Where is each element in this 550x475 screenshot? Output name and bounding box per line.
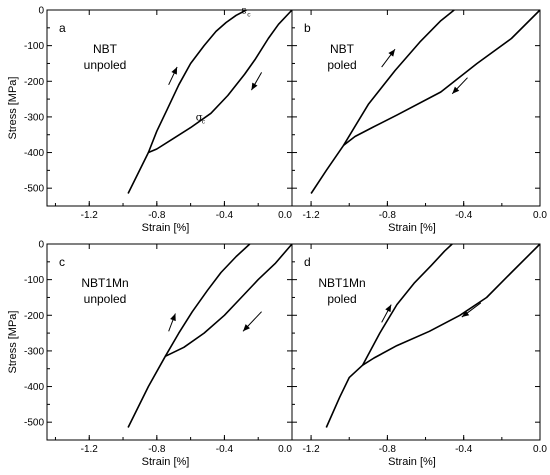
x-tick-label: 0.0 bbox=[278, 444, 292, 455]
annotation-symbol: ε bbox=[241, 6, 246, 17]
panel-label-line: unpoled bbox=[84, 58, 127, 72]
panel-label-line: poled bbox=[327, 58, 356, 72]
panel-a: -1.2 -0.8 -0.4 0.0 0 -100 -200 -300 -400 -500 Stra… bbox=[24, 6, 293, 234]
panels-group: -1.2 -0.8 -0.4 0.0 0 -100 -200 -300 -400 -500 Stra… bbox=[24, 6, 547, 469]
x-axis-label: Strain [%] bbox=[388, 456, 436, 468]
x-tick-label: -0.4 bbox=[216, 444, 234, 455]
annotation-subscript: c bbox=[202, 118, 206, 125]
axes-frame bbox=[291, 9, 541, 207]
x-tick-label: -0.4 bbox=[455, 444, 473, 455]
y-tick-label: -500 bbox=[24, 184, 44, 195]
panel-label-line: unpoled bbox=[84, 292, 127, 306]
panel-label-line: poled bbox=[327, 292, 356, 306]
panel-d: -1.2 -0.8 -0.4 0.0 Strain [%] d NBT1Mn poled bbox=[291, 243, 547, 468]
x-axis-label: Strain [%] bbox=[142, 456, 190, 468]
loading-curve bbox=[127, 9, 293, 194]
arrow-head bbox=[461, 310, 470, 318]
x-tick-label: -1.2 bbox=[81, 444, 99, 455]
panel-letter: b bbox=[304, 21, 311, 35]
panel-b: -1.2 -0.8 -0.4 0.0 Strain [%] b NBT poled bbox=[291, 9, 547, 234]
x-tick-label: -0.8 bbox=[148, 210, 166, 221]
y-tick-label: -300 bbox=[24, 346, 44, 357]
x-axis-label: Strain [%] bbox=[142, 222, 190, 234]
annotation-subscript: c bbox=[247, 12, 251, 19]
axes-frame bbox=[46, 9, 293, 207]
axes-frame bbox=[291, 243, 541, 441]
x-tick-label: 0.0 bbox=[533, 210, 547, 221]
y-tick-label: 0 bbox=[38, 6, 44, 17]
x-tick-label: 0.0 bbox=[278, 210, 292, 221]
loading-curve bbox=[310, 9, 541, 194]
y-axis-label-bottom: Stress [MPa] bbox=[7, 311, 19, 374]
arrow-head bbox=[388, 49, 396, 57]
y-tick-label: -500 bbox=[24, 418, 44, 429]
y-tick-label: -100 bbox=[24, 41, 44, 52]
x-tick-label: -0.8 bbox=[379, 210, 397, 221]
annotation-symbol: σ bbox=[196, 112, 203, 123]
x-tick-label: -1.2 bbox=[302, 444, 320, 455]
unloading-curve bbox=[164, 243, 251, 357]
arrow-head bbox=[385, 304, 392, 313]
loading-curve bbox=[127, 243, 293, 428]
x-tick-label: -1.2 bbox=[81, 210, 99, 221]
x-tick-label: -0.4 bbox=[216, 210, 234, 221]
unloading-curve bbox=[361, 243, 453, 366]
x-tick-label: -0.8 bbox=[148, 444, 166, 455]
x-tick-label: 0.0 bbox=[533, 444, 547, 455]
unloading-curve bbox=[147, 9, 247, 153]
panel-label-line: NBT1Mn bbox=[318, 276, 365, 290]
y-tick-label: -400 bbox=[24, 382, 44, 393]
x-tick-label: -0.4 bbox=[455, 210, 473, 221]
panel-letter: a bbox=[59, 21, 66, 35]
x-tick-label: -1.2 bbox=[302, 210, 320, 221]
x-axis-label: Strain [%] bbox=[388, 222, 436, 234]
arrow-head bbox=[170, 313, 176, 322]
panel-c: -1.2 -0.8 -0.4 0.0 0 -100 -200 -300 -400 -500 Stra… bbox=[24, 240, 293, 468]
panel-label-line: NBT1Mn bbox=[81, 276, 128, 290]
y-tick-label: -400 bbox=[24, 148, 44, 159]
panel-letter: d bbox=[304, 255, 311, 269]
panel-label-line: NBT bbox=[330, 42, 355, 56]
y-axis-label-top: Stress [MPa] bbox=[7, 77, 19, 140]
unloading-curve bbox=[342, 9, 455, 146]
arrow-head bbox=[243, 324, 250, 332]
arrow-head bbox=[452, 86, 460, 94]
y-tick-label: -300 bbox=[24, 112, 44, 123]
y-tick-label: -100 bbox=[24, 275, 44, 286]
arrow-head bbox=[251, 82, 258, 91]
arrow-head bbox=[171, 67, 178, 75]
x-tick-label: -0.8 bbox=[379, 444, 397, 455]
loading-curve bbox=[325, 243, 541, 428]
axes-frame bbox=[46, 243, 293, 441]
y-tick-label: 0 bbox=[38, 240, 44, 251]
panel-letter: c bbox=[59, 255, 65, 269]
y-tick-label: -200 bbox=[24, 77, 44, 88]
panel-label-line: NBT bbox=[93, 42, 118, 56]
y-tick-label: -200 bbox=[24, 311, 44, 322]
